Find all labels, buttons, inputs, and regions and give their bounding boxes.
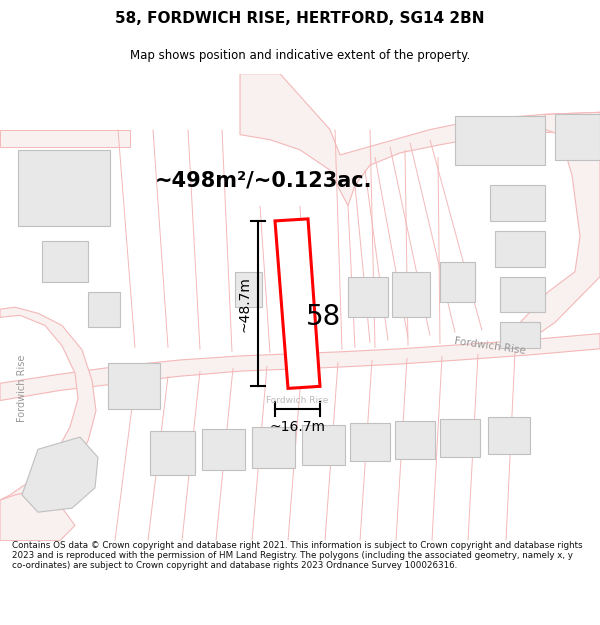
Polygon shape: [440, 261, 475, 302]
Polygon shape: [510, 112, 600, 339]
Polygon shape: [240, 74, 600, 206]
Polygon shape: [0, 334, 600, 401]
Polygon shape: [500, 322, 540, 348]
Text: Contains OS data © Crown copyright and database right 2021. This information is : Contains OS data © Crown copyright and d…: [12, 541, 583, 571]
Text: ~48.7m: ~48.7m: [238, 276, 252, 332]
Text: 58: 58: [305, 303, 341, 331]
Polygon shape: [455, 116, 545, 165]
Polygon shape: [0, 307, 96, 512]
Text: 58, FORDWICH RISE, HERTFORD, SG14 2BN: 58, FORDWICH RISE, HERTFORD, SG14 2BN: [115, 11, 485, 26]
Polygon shape: [0, 129, 130, 147]
Polygon shape: [440, 419, 480, 457]
Polygon shape: [42, 241, 88, 282]
Polygon shape: [150, 431, 195, 474]
Polygon shape: [275, 219, 320, 388]
Polygon shape: [202, 429, 245, 469]
Polygon shape: [88, 292, 120, 328]
Polygon shape: [490, 186, 545, 221]
Polygon shape: [495, 231, 545, 267]
Polygon shape: [348, 277, 388, 318]
Text: Fordwich Rise: Fordwich Rise: [17, 355, 27, 422]
Polygon shape: [252, 427, 295, 468]
Polygon shape: [302, 425, 345, 464]
Polygon shape: [108, 363, 160, 409]
Polygon shape: [488, 417, 530, 454]
Text: Fordwich Rise: Fordwich Rise: [266, 396, 328, 405]
Polygon shape: [22, 437, 98, 512]
Text: Map shows position and indicative extent of the property.: Map shows position and indicative extent…: [130, 49, 470, 62]
Polygon shape: [0, 490, 75, 541]
Polygon shape: [395, 421, 435, 459]
Polygon shape: [500, 277, 545, 312]
Text: Fordwich Rise: Fordwich Rise: [454, 336, 526, 356]
Polygon shape: [235, 272, 262, 307]
Polygon shape: [18, 150, 110, 226]
Text: ~498m²/~0.123ac.: ~498m²/~0.123ac.: [155, 171, 373, 191]
Polygon shape: [555, 114, 600, 160]
Polygon shape: [392, 272, 430, 318]
Text: ~16.7m: ~16.7m: [269, 420, 325, 434]
Polygon shape: [350, 423, 390, 461]
